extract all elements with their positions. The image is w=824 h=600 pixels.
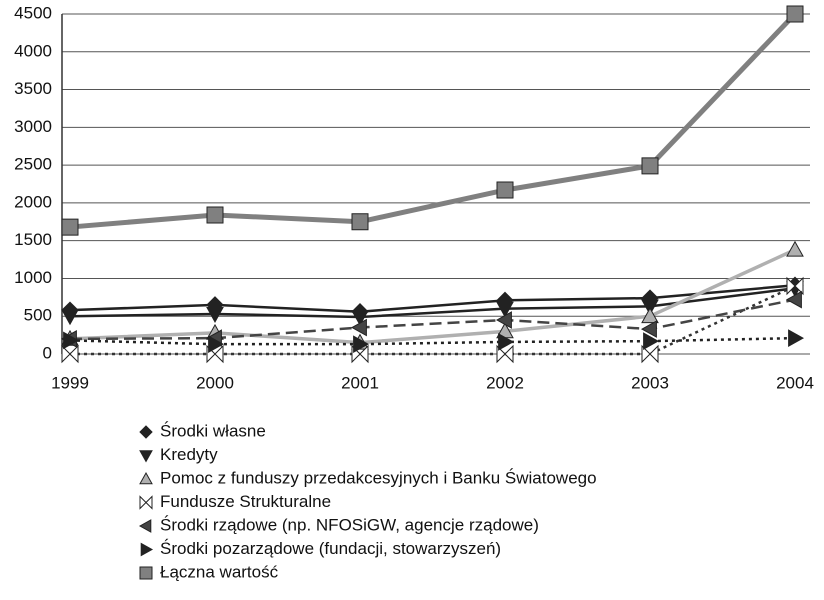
point <box>496 301 514 318</box>
legend-label: Środki własne <box>160 421 266 440</box>
legend-label: Środki pozarządowe (fundacji, stowarzysz… <box>160 539 501 558</box>
legend-label: Kredyty <box>160 445 218 464</box>
x-tick-label: 2001 <box>341 373 379 392</box>
point <box>351 310 369 327</box>
legend-label: Pomoc z funduszy przedakcesyjnych i Bank… <box>160 468 597 487</box>
point <box>641 157 659 175</box>
x-tick-label: 2000 <box>196 373 234 392</box>
legend-label: Środki rządowe (np. NFOSiGW, agencje rzą… <box>160 515 539 534</box>
y-tick-label: 2500 <box>14 155 52 174</box>
legend-marker <box>139 495 153 510</box>
x-tick-label: 2003 <box>631 373 669 392</box>
series-line <box>70 284 796 356</box>
series-line <box>69 287 796 319</box>
point <box>785 290 802 309</box>
series-line <box>69 248 796 345</box>
point <box>495 311 512 329</box>
legend-label: Łączna wartość <box>160 562 279 581</box>
y-tick-label: 3500 <box>14 79 52 98</box>
point <box>350 318 367 337</box>
point <box>496 344 514 364</box>
point <box>786 5 804 23</box>
point <box>643 332 660 351</box>
point <box>206 206 224 224</box>
x-tick-label: 1999 <box>51 373 89 392</box>
point <box>61 344 79 364</box>
x-tick-label: 2002 <box>486 373 524 392</box>
point <box>498 333 515 351</box>
y-tick-label: 0 <box>43 343 52 362</box>
y-tick-label: 4000 <box>14 41 52 60</box>
series-line <box>69 336 796 346</box>
legend-marker <box>140 542 154 557</box>
point <box>640 320 657 338</box>
y-tick-label: 2000 <box>14 192 52 211</box>
y-tick-label: 3000 <box>14 117 52 136</box>
x-tick-label: 2004 <box>776 373 814 392</box>
point <box>61 218 79 236</box>
point <box>208 335 225 354</box>
legend-marker <box>139 566 153 580</box>
point <box>351 213 369 231</box>
point <box>61 309 79 326</box>
series-line <box>69 298 796 341</box>
point <box>786 276 804 296</box>
legend-marker <box>139 471 153 485</box>
point <box>353 335 370 354</box>
y-tick-label: 1500 <box>14 230 52 249</box>
y-tick-label: 1000 <box>14 268 52 287</box>
point <box>786 240 804 257</box>
legend-marker <box>138 519 152 533</box>
point <box>788 329 805 347</box>
legend-marker <box>139 425 153 439</box>
legend-label: Fundusze Strukturalne <box>160 492 331 511</box>
point <box>641 344 659 364</box>
y-tick-label: 500 <box>24 306 52 325</box>
point <box>63 331 80 350</box>
series-line <box>69 283 796 313</box>
point <box>496 181 514 199</box>
legend-marker <box>139 450 153 463</box>
point <box>206 307 224 323</box>
y-tick-label: 4500 <box>14 3 52 22</box>
series-line <box>69 12 797 230</box>
point <box>641 307 659 324</box>
